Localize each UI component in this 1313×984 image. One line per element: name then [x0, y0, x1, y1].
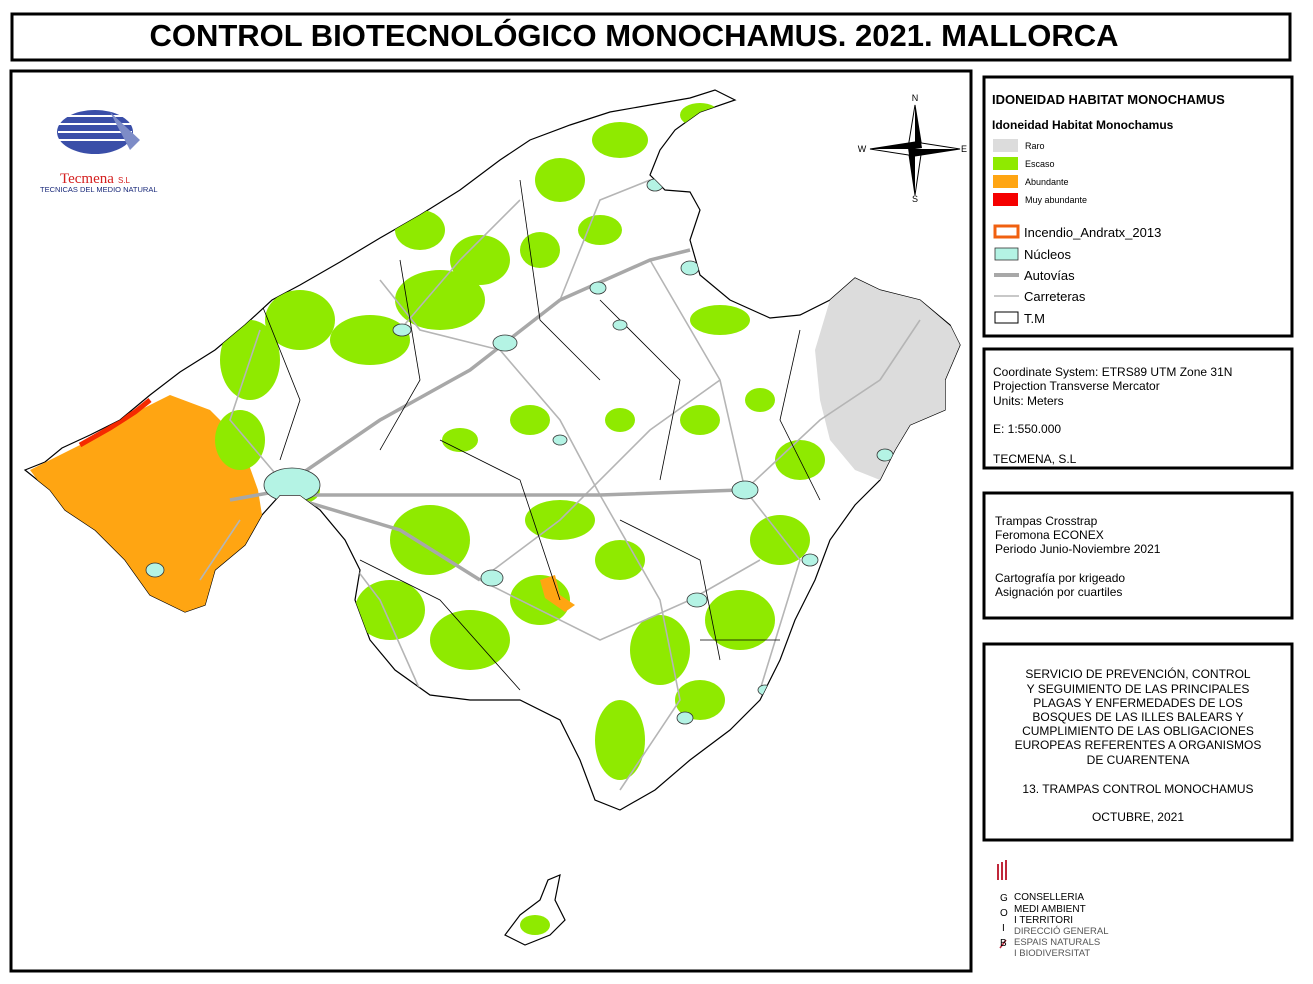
legend-class: Escaso: [1025, 159, 1055, 169]
service-date: OCTUBRE, 2021: [1092, 810, 1184, 824]
coordinates-line: E: 1:550.000: [993, 422, 1061, 436]
coordinates-line: Projection Transverse Mercator: [993, 379, 1160, 393]
swatch-incendio: [993, 224, 1020, 239]
goib-letter: I: [1002, 923, 1005, 934]
goib-line: DIRECCIÓ GENERAL: [1014, 926, 1109, 937]
goib-letter: G: [1000, 893, 1008, 904]
legend-layer: Incendio_Andratx_2013: [1024, 225, 1161, 240]
goib-logo: G O I B CONSELLERIA MEDI AMBIENT I TERRI…: [997, 860, 1109, 959]
service-map-title: 13. TRAMPAS CONTROL MONOCHAMUS: [1022, 782, 1253, 796]
service-box: [982, 642, 1294, 842]
goib-line: MEDI AMBIENT: [1014, 904, 1086, 915]
compass-w: W: [858, 144, 867, 154]
tecmena-logo: Tecmena S.L TECNICAS DEL MEDIO NATURAL: [40, 110, 158, 194]
swatch-abundante: [993, 175, 1018, 188]
goib-line: ESPAIS NATURALS: [1014, 937, 1100, 948]
coordinates-line: Units: Meters: [993, 394, 1064, 408]
logo-suffix: S.L: [118, 176, 131, 185]
method-line: Trampas Crosstrap: [995, 514, 1098, 528]
method-line: Feromona ECONEX: [995, 528, 1104, 542]
goib-letter: O: [1000, 908, 1008, 919]
legend-class: Raro: [1025, 141, 1045, 151]
legend-class: Abundante: [1025, 177, 1069, 187]
service-line: PLAGAS Y ENFERMEDADES DE LOS: [1033, 696, 1243, 710]
logo-name: Tecmena: [60, 171, 114, 187]
goib-line: CONSELLERIA: [1014, 892, 1084, 903]
swatch-muy-abundante: [993, 193, 1018, 206]
legend-layer: T.M: [1024, 311, 1045, 326]
service-line: CUMPLIMIENTO DE LAS OBLIGACIONES: [1022, 724, 1254, 738]
goib-line: I BIODIVERSITAT: [1014, 948, 1090, 959]
compass-e: E: [961, 144, 967, 154]
method-line: Asignación por cuartiles: [995, 585, 1122, 599]
service-line: SERVICIO DE PREVENCIÓN, CONTROL: [1025, 666, 1250, 681]
legend-layer: Carreteras: [1024, 289, 1086, 304]
logo-tagline: TECNICAS DEL MEDIO NATURAL: [40, 185, 158, 194]
coordinates-line: Coordinate System: ETRS89 UTM Zone 31N: [993, 365, 1232, 379]
swatch-escaso: [993, 157, 1018, 170]
title-box: [10, 12, 1292, 62]
legend-subtitle: Idoneidad Habitat Monochamus: [992, 118, 1174, 132]
legend-title: IDONEIDAD HABITAT MONOCHAMUS: [992, 92, 1225, 107]
coordinates-box: [982, 347, 1294, 470]
service-line: EUROPEAS REFERENTES A ORGANISMOS: [1015, 738, 1262, 752]
legend-class: Muy abundante: [1025, 195, 1087, 205]
swatch-raro: [993, 139, 1018, 152]
map-title: CONTROL BIOTECNOLÓGICO MONOCHAMUS. 2021.…: [149, 17, 1118, 53]
legend-layer: Autovías: [1024, 268, 1075, 283]
method-line: Cartografía por krigeado: [995, 571, 1125, 585]
method-box: [982, 491, 1294, 620]
compass-s: S: [912, 194, 918, 204]
north-arrow: N S W E: [858, 93, 967, 204]
service-line: Y SEGUIMIENTO DE LAS PRINCIPALES: [1027, 682, 1250, 696]
compass-n: N: [912, 93, 919, 103]
goib-letter: B: [1000, 938, 1007, 949]
swatch-tm: [994, 311, 1019, 324]
method-line: Periodo Junio-Noviembre 2021: [995, 542, 1161, 556]
service-line: DE CUARENTENA: [1087, 753, 1190, 767]
goib-line: I TERRITORI: [1014, 915, 1073, 926]
service-line: BOSQUES DE LAS ILLES BALEARS Y: [1032, 710, 1243, 724]
legend-box: [982, 75, 1294, 338]
swatch-nucleos: [994, 247, 1019, 261]
island: [23, 89, 961, 946]
municipal-limits: [259, 179, 821, 691]
coordinates-line: TECMENA, S.L: [993, 452, 1077, 466]
habitat-escaso: [215, 103, 825, 935]
legend-layer: Núcleos: [1024, 247, 1071, 262]
towns: [145, 178, 894, 725]
